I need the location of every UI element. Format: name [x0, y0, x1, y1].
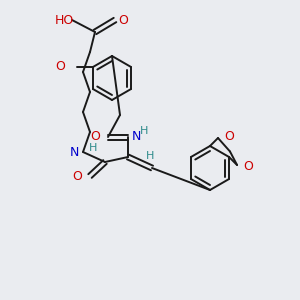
Text: O: O [224, 130, 234, 142]
Text: O: O [55, 61, 65, 74]
Text: H: H [140, 126, 148, 136]
Text: O: O [243, 160, 253, 173]
Text: O: O [72, 169, 82, 182]
Text: HO: HO [54, 14, 74, 26]
Text: N: N [132, 130, 141, 143]
Text: H: H [146, 151, 154, 161]
Text: O: O [90, 130, 100, 143]
Text: N: N [70, 146, 79, 158]
Text: H: H [89, 143, 98, 153]
Text: O: O [118, 14, 128, 26]
